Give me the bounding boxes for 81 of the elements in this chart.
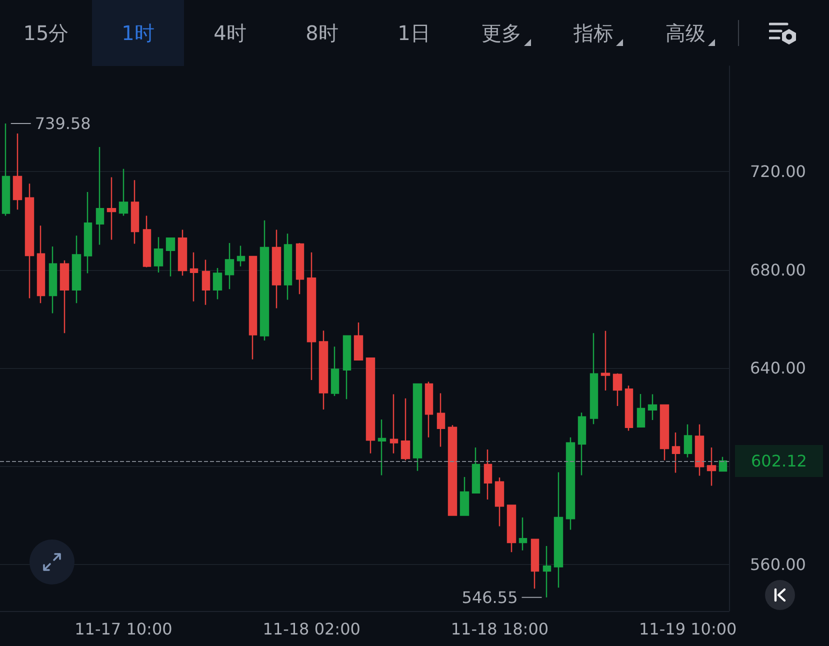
- candlestick: [448, 424, 458, 516]
- candlestick: [202, 259, 210, 306]
- candlestick: [284, 233, 292, 300]
- candlestick: [600, 330, 610, 392]
- text: 1时: [122, 20, 154, 46]
- candlestick: [424, 381, 434, 438]
- text: 1日: [398, 20, 430, 46]
- candlestick: [718, 456, 728, 472]
- candlestick: [612, 372, 622, 407]
- candlestick: [472, 446, 480, 494]
- candlestick: [84, 191, 92, 274]
- candlestick: [72, 235, 82, 304]
- x-tick-label: 11-18 02:00: [262, 620, 360, 638]
- candlestick: [178, 229, 188, 276]
- candlestick: [272, 229, 282, 309]
- y-tick-label: 640.00: [750, 358, 806, 378]
- text: 8时: [306, 20, 338, 46]
- ref-line-label: 602.12: [751, 451, 807, 470]
- candlestick: [412, 383, 422, 472]
- candlestick: [260, 220, 270, 342]
- candlestick: [130, 180, 140, 244]
- candlestick: [342, 335, 352, 400]
- y-tick-label: 680.00: [750, 260, 806, 280]
- candlestick: [142, 215, 152, 268]
- candlestick: [460, 476, 470, 516]
- candlestick: [636, 393, 646, 428]
- annotation: 546.55: [462, 588, 518, 607]
- annotation: 739.58: [34, 114, 91, 133]
- candlestick: [390, 394, 398, 454]
- candlestick: [166, 237, 176, 277]
- candlestick: [706, 446, 716, 486]
- candlestick: [24, 182, 34, 299]
- candlestick: [578, 412, 586, 476]
- candlestick: [330, 346, 340, 397]
- candlestick: [684, 424, 692, 458]
- candlestick: [672, 432, 680, 474]
- candlestick: [378, 418, 386, 476]
- candlestick: [2, 122, 10, 216]
- candlestick: [590, 332, 598, 425]
- candlestick: [36, 224, 46, 304]
- candlestick: [518, 516, 528, 551]
- candlestick: [212, 267, 222, 300]
- text: 4时: [214, 20, 246, 46]
- candlestick: [118, 168, 128, 216]
- candlestick: [154, 236, 164, 274]
- candlestick: [12, 132, 22, 210]
- text: 指标: [574, 20, 614, 46]
- candlestick: [318, 330, 328, 410]
- candlestick: [190, 252, 198, 302]
- x-tick-label: 11-18 18:00: [450, 620, 549, 638]
- candlestick: [484, 448, 492, 500]
- candlestick: [306, 252, 316, 381]
- y-tick-label: 560.00: [750, 554, 806, 574]
- text: 更多: [482, 20, 522, 46]
- candlestick: [60, 260, 70, 334]
- candlestick: [106, 176, 116, 240]
- y-tick-label: 720.00: [750, 162, 806, 182]
- x-tick-label: 11-19 10:00: [639, 620, 737, 638]
- candlestick: [494, 476, 504, 527]
- candlestick: [236, 245, 246, 267]
- x-tick-label: 11-17 10:00: [74, 620, 172, 638]
- candlestick: [648, 394, 658, 421]
- candlestick: [566, 436, 576, 530]
- candlestick: [660, 404, 670, 461]
- candlestick: [530, 538, 540, 590]
- candlestick: [224, 242, 234, 290]
- candlestick: [554, 472, 564, 588]
- text: 高级: [666, 20, 706, 46]
- candlestick: [366, 358, 376, 454]
- candlestick: [436, 392, 446, 448]
- candlestick: [694, 424, 704, 476]
- candlestick: [354, 322, 364, 360]
- candlestick: [624, 385, 634, 432]
- candlestick: [400, 398, 410, 461]
- text: 15分: [23, 20, 69, 46]
- candlestick: [506, 504, 516, 553]
- candlestick: [248, 256, 258, 360]
- candlestick: [48, 246, 58, 314]
- candlestick: [296, 242, 304, 295]
- candlestick: [96, 146, 104, 246]
- candlestick: [542, 545, 552, 598]
